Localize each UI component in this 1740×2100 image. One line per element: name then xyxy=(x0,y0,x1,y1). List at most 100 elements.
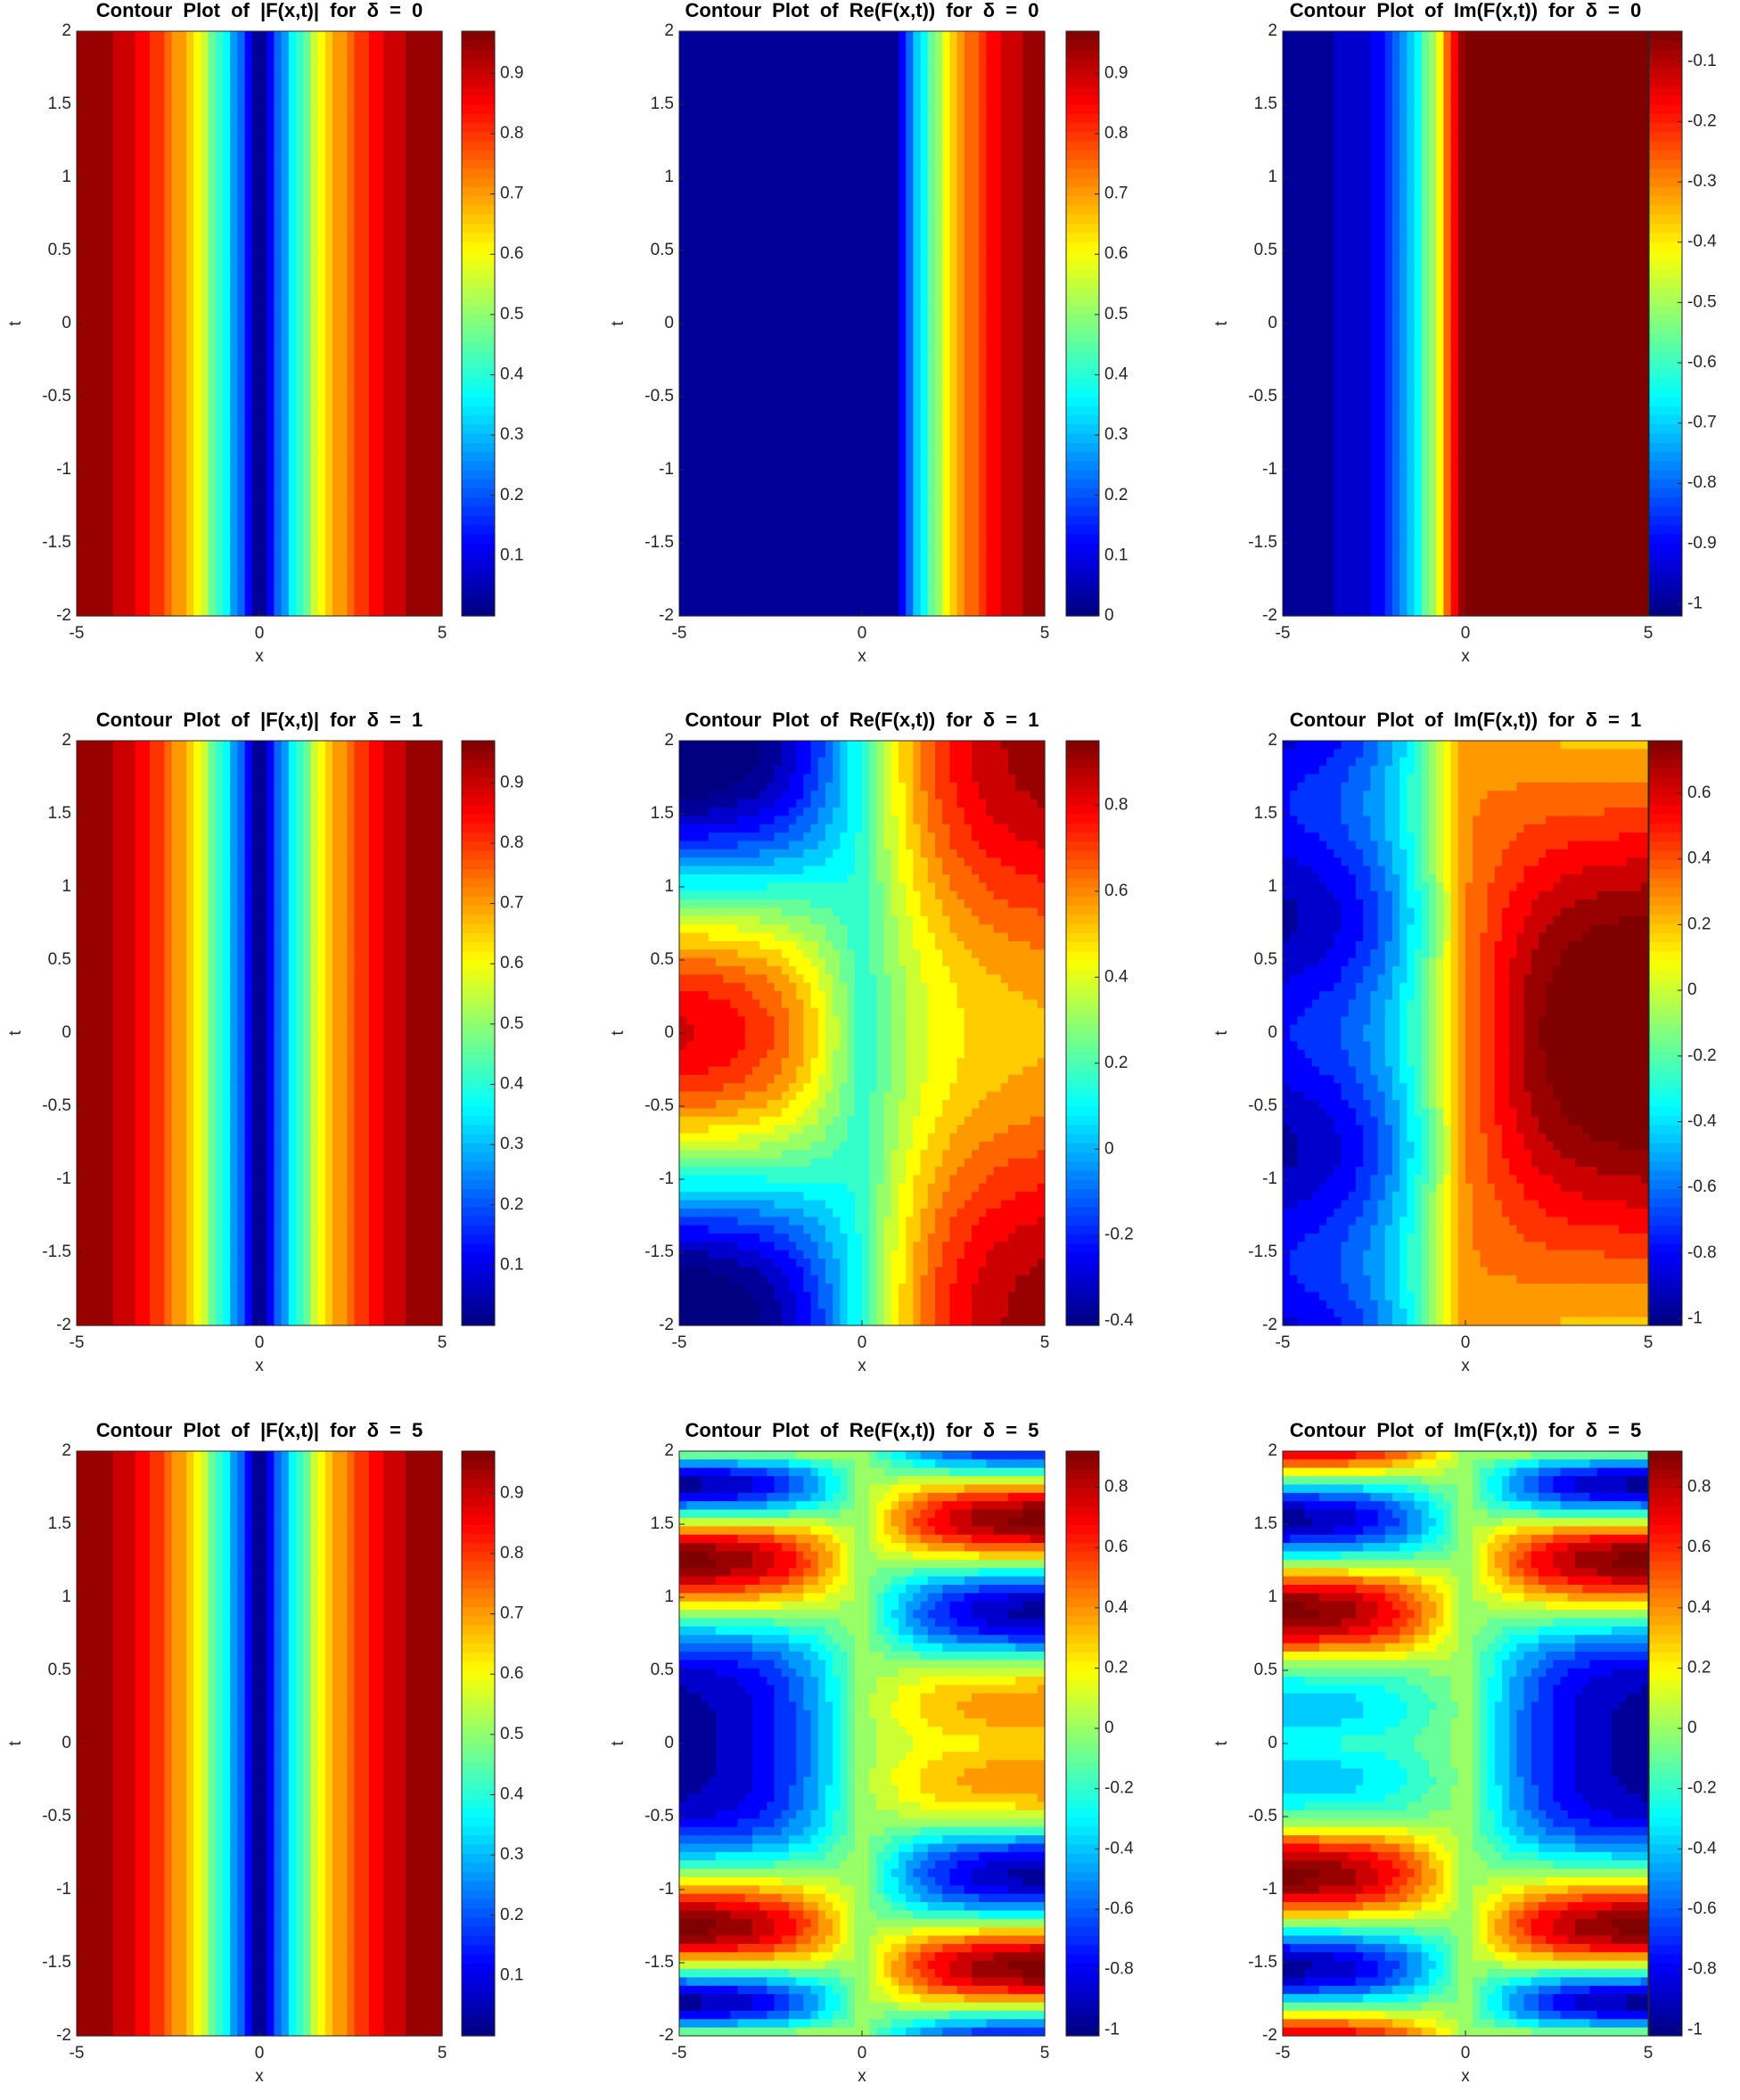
contour-cell xyxy=(752,440,760,449)
contour-cell xyxy=(775,131,783,140)
contour-cell xyxy=(759,157,767,166)
contour-cell xyxy=(135,449,144,458)
contour-cell xyxy=(223,382,231,391)
contour-cell xyxy=(77,566,85,575)
contour-cell xyxy=(127,557,135,566)
contour-cell xyxy=(435,423,443,432)
contour-cell xyxy=(310,240,318,249)
contour-cell xyxy=(702,365,710,374)
contour-cell xyxy=(789,148,797,157)
contour-cell xyxy=(325,474,333,483)
contour-cell xyxy=(355,574,363,583)
contour-cell xyxy=(157,131,165,140)
contour-cell xyxy=(679,373,687,382)
contour-cell xyxy=(120,382,128,391)
contour-cell xyxy=(803,274,811,283)
contour-cell xyxy=(709,382,717,391)
contour-cell xyxy=(127,299,135,308)
contour-cell xyxy=(745,64,753,73)
contour-cell xyxy=(789,449,797,458)
contour-cell xyxy=(310,140,318,149)
contour-cell xyxy=(259,106,267,115)
contour-cell xyxy=(289,532,297,541)
contour-cell xyxy=(796,465,804,474)
contour-cell xyxy=(347,474,355,483)
contour-cell xyxy=(775,541,783,550)
contour-cell xyxy=(143,415,151,424)
contour-cell xyxy=(318,365,326,374)
contour-cell xyxy=(413,599,421,608)
contour-cell xyxy=(789,382,797,391)
contour-cell xyxy=(420,173,428,182)
contour-cell xyxy=(77,532,85,541)
contour-cell xyxy=(106,39,114,48)
contour-cell xyxy=(113,415,121,424)
contour-cell xyxy=(113,81,121,90)
contour-cell xyxy=(759,440,767,449)
contour-cell xyxy=(796,173,804,182)
contour-cell xyxy=(709,574,717,583)
contour-cell xyxy=(164,407,172,416)
contour-cell xyxy=(803,115,811,124)
contour-cell xyxy=(391,240,399,249)
contour-cell xyxy=(303,224,311,233)
contour-cell xyxy=(296,423,304,432)
contour-cell xyxy=(803,282,811,291)
contour-cell xyxy=(259,423,267,432)
contour-cell xyxy=(332,173,341,182)
contour-cell xyxy=(796,574,804,583)
contour-cell xyxy=(237,390,245,399)
contour-cell xyxy=(413,541,421,550)
contour-cell xyxy=(796,415,804,424)
contour-cell xyxy=(172,557,180,566)
contour-cell xyxy=(150,106,158,115)
contour-cell xyxy=(362,106,370,115)
contour-cell xyxy=(686,583,694,592)
contour-cell xyxy=(99,115,107,124)
contour-cell xyxy=(84,73,92,82)
contour-cell xyxy=(391,316,399,324)
contour-cell xyxy=(143,173,151,182)
contour-cell xyxy=(245,265,253,274)
contour-cell xyxy=(223,131,231,140)
contour-cell xyxy=(179,524,187,533)
contour-cell xyxy=(435,39,443,48)
contour-cell xyxy=(709,274,717,283)
contour-cell xyxy=(150,90,158,99)
contour-cell xyxy=(435,566,443,575)
contour-cell xyxy=(730,182,738,191)
contour-cell xyxy=(420,249,428,258)
contour-cell xyxy=(428,349,436,357)
contour-cell xyxy=(716,373,724,382)
contour-cell xyxy=(274,190,282,199)
contour-cell xyxy=(223,182,231,191)
contour-cell xyxy=(216,449,224,458)
contour-cell xyxy=(230,48,238,57)
contour-cell xyxy=(686,373,694,382)
contour-cell xyxy=(391,507,399,516)
contour-cell xyxy=(702,182,710,191)
contour-cell xyxy=(369,115,377,124)
contour-cell xyxy=(127,307,135,316)
contour-cell xyxy=(752,349,760,357)
contour-cell xyxy=(767,291,775,299)
contour-cell xyxy=(91,524,99,533)
contour-cell xyxy=(230,440,238,449)
contour-cell xyxy=(694,274,702,283)
contour-cell xyxy=(113,407,121,416)
contour-cell xyxy=(694,131,702,140)
contour-cell xyxy=(686,291,694,299)
contour-cell xyxy=(745,524,753,533)
contour-cell xyxy=(150,541,158,550)
contour-cell xyxy=(723,382,731,391)
contour-cell xyxy=(694,398,702,407)
colorbar-swatch xyxy=(462,68,495,78)
contour-cell xyxy=(355,31,363,40)
contour-cell xyxy=(223,482,231,491)
contour-cell xyxy=(127,157,135,166)
contour-cell xyxy=(759,599,767,608)
contour-cell xyxy=(435,507,443,516)
contour-cell xyxy=(369,357,377,365)
contour-cell xyxy=(106,73,114,82)
contour-cell xyxy=(406,39,414,48)
